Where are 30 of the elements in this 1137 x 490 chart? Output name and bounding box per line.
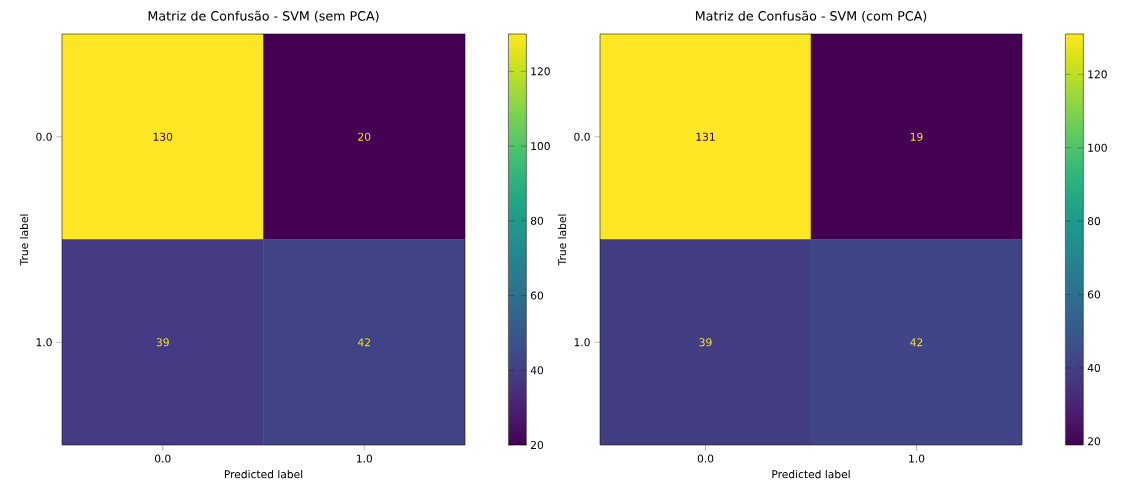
data-label: 42 [910,338,923,347]
color-bar-label: 120 [1088,70,1107,79]
color-bar-label: 80 [1087,217,1101,226]
color-bar-label: 120 [531,67,550,76]
data-label: 42 [357,338,370,347]
data-label: 131 [696,132,715,141]
data-label: 19 [910,132,923,141]
x-axis-title: Predicted label [772,469,850,479]
y-axis-title: True label [19,214,29,266]
color-bar-label: 40 [1087,363,1101,372]
x-axis-title: Predicted label [224,469,303,479]
x-tick-label: 1.0 [909,454,925,463]
color-bar-label: 40 [530,366,544,375]
data-label: 130 [153,132,173,141]
color-bar-label: 100 [1088,143,1107,152]
color-bar-label: 100 [531,142,550,151]
x-tick-label: 0.0 [697,454,714,463]
chart-title: Matriz de Confusão - SVM (sem PCA) [148,10,379,23]
y-axis-title: True label [557,214,567,266]
data-label: 39 [699,338,712,347]
color-bar-label: 20 [530,440,544,450]
color-bar-label: 20 [1087,437,1101,446]
x-tick-label: 0.0 [154,454,171,463]
color-bar-label: 80 [530,216,544,225]
x-tick-label: 1.0 [356,454,373,463]
data-label: 39 [156,338,169,347]
color-bar-label: 60 [1087,290,1101,299]
data-label: 20 [358,132,371,141]
chart-title: Matriz de Confusão - SVM (com PCA) [695,10,927,23]
color-bar-label: 60 [530,291,544,300]
